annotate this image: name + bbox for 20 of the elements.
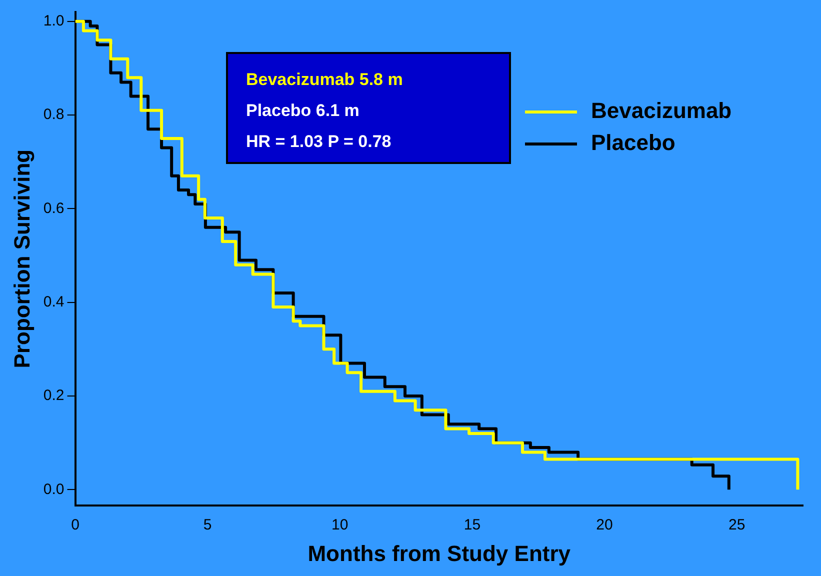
annotation: Placebo 6.1 m (246, 100, 360, 122)
y-axis-title: Proportion Surviving (9, 149, 34, 368)
annotation: HR = 1.03 P = 0.78 (246, 131, 392, 153)
x-axis-title: Months from Study Entry (308, 540, 572, 566)
annotation: Bevacizumab 5.8 m (246, 69, 404, 91)
x-tick-label: 10 (332, 516, 348, 534)
text-box: Bevacizumab 5.8 m Placebo 6.1 m HR = 1.03 P = 0.78 (226, 52, 511, 164)
legend-label: Bevacizumab (591, 98, 732, 124)
y-tick-label: 0.4 (43, 293, 64, 310)
x-tick-label: 20 (596, 516, 613, 534)
x-tick-label: 0 (71, 516, 80, 534)
legend-label: Placebo (591, 130, 676, 156)
y-tick-label: 0.8 (43, 106, 64, 124)
x-tick-label: 5 (203, 516, 212, 534)
x-tick-label: 15 (464, 516, 481, 534)
y-tick-label: 0.0 (43, 480, 64, 498)
x-tick-label: 25 (728, 516, 746, 534)
y-tick-label: 0.2 (43, 387, 64, 404)
y-tick-label: 1.0 (43, 12, 64, 30)
y-tick-label: 0.6 (43, 200, 64, 217)
